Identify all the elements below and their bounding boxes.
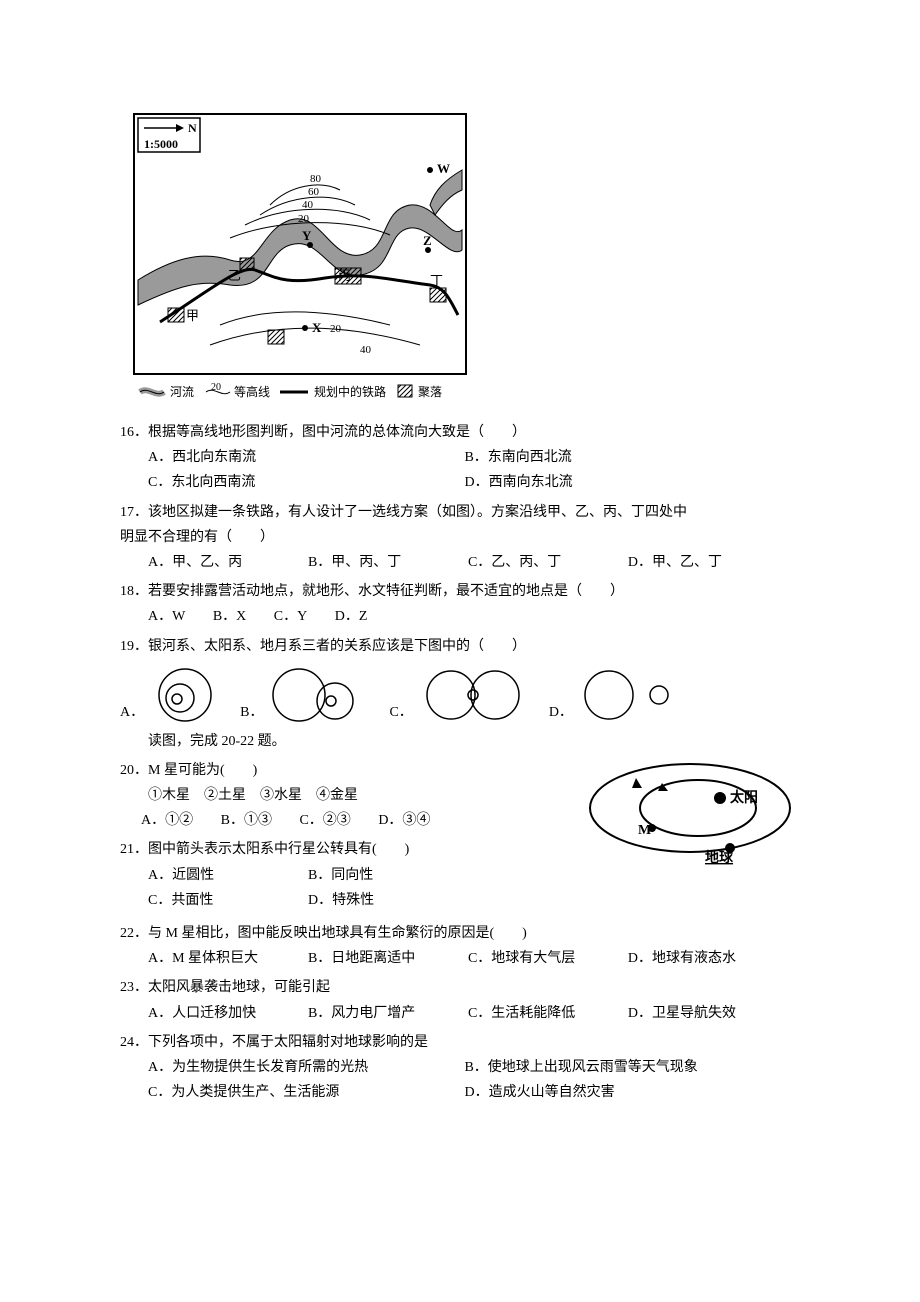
contour-20b: 20 — [330, 323, 342, 335]
map-scale: 1:5000 — [144, 137, 178, 151]
venn-a-svg — [150, 665, 220, 725]
point-x: X — [312, 320, 322, 335]
venn-option-b: B． — [240, 665, 369, 725]
contour-map-svg: N 1:5000 80 60 40 20 20 40 W X — [130, 110, 470, 410]
q16-stem: 16．根据等高线地形图判断，图中河流的总体流向大致是（ ） — [120, 420, 800, 445]
q20-opt-d: D．③④ — [378, 808, 430, 833]
q23-stem: 23．太阳风暴袭击地球，可能引起 — [120, 975, 800, 1000]
settlement-bing: 丙 — [338, 268, 351, 283]
q22-opt-a: A．M 星体积巨大 — [148, 946, 304, 971]
q19-label-c: C． — [389, 700, 412, 725]
q24-stem: 24．下列各项中，不属于太阳辐射对地球影响的是 — [120, 1030, 800, 1055]
q20-opt-a: A．①② — [141, 808, 193, 833]
point-z: Z — [423, 233, 432, 248]
orbit-earth-label: 地球 — [705, 849, 734, 866]
point-w: W — [437, 161, 450, 176]
venn-d-svg — [579, 665, 679, 725]
q19-label-a: A． — [120, 700, 144, 725]
legend-railway: 规划中的铁路 — [314, 384, 386, 399]
settlement-yi: 乙 — [228, 268, 241, 283]
settlement-jia: 甲 — [186, 308, 199, 323]
q23-opt-c: C．生活耗能降低 — [468, 1001, 624, 1026]
q21-opt-a: A．近圆性 — [148, 863, 304, 888]
question-18: 18．若要安排露营活动地点，就地形、水文特征判断，最不适宜的地点是（ ） A．W… — [120, 579, 800, 629]
q16-opt-b: B．东南向西北流 — [464, 445, 777, 470]
q18-opt-c: C．Y — [274, 604, 307, 629]
orbit-figure: 太阳 M 地球 — [580, 758, 800, 877]
q18-opt-b: B．X — [213, 604, 246, 629]
question-23: 23．太阳风暴袭击地球，可能引起 A．人口迁移加快 B．风力电厂增产 C．生活耗… — [120, 975, 800, 1025]
q17-stem2: 明显不合理的有（ ） — [120, 525, 800, 550]
q16-opt-c: C．东北向西南流 — [148, 470, 461, 495]
legend-contour-suffix: 等高线 — [234, 384, 270, 399]
contour-60: 60 — [308, 186, 320, 198]
q21-opt-c: C．共面性 — [148, 888, 304, 913]
q17-opt-b: B．甲、丙、丁 — [308, 550, 464, 575]
q19-label-d: D． — [549, 700, 573, 725]
q22-stem: 22．与 M 星相比，图中能反映出地球具有生命繁衍的原因是( ) — [120, 921, 800, 946]
legend-contour-prefix: 20 — [211, 382, 221, 393]
q20-opt-b: B．①③ — [221, 808, 272, 833]
q20-opt-c: C．②③ — [299, 808, 350, 833]
point-y: Y — [302, 228, 312, 243]
orbit-svg: 太阳 M 地球 — [580, 758, 800, 868]
q24-opt-b: B．使地球上出现风云雨雪等天气现象 — [464, 1055, 777, 1080]
q17-opt-c: C．乙、丙、丁 — [468, 550, 624, 575]
q24-opt-c: C．为人类提供生产、生活能源 — [148, 1080, 461, 1105]
q21-opt-d: D．特殊性 — [308, 888, 464, 913]
q22-opt-b: B．日地距离适中 — [308, 946, 464, 971]
q21-opt-b: B．同向性 — [308, 863, 464, 888]
orbit-sun-label: 太阳 — [730, 789, 758, 806]
question-17: 17．该地区拟建一条铁路，有人设计了一选线方案（如图）。方案沿线甲、乙、丙、丁四… — [120, 500, 800, 576]
q22-opt-c: C．地球有大气层 — [468, 946, 624, 971]
q18-opt-d: D．Z — [335, 604, 368, 629]
q19-label-b: B． — [240, 700, 263, 725]
contour-40: 40 — [302, 199, 314, 211]
legend-settlement: 聚落 — [418, 385, 442, 399]
q23-opt-d: D．卫星导航失效 — [628, 1001, 784, 1026]
legend-river: 河流 — [170, 385, 194, 399]
q18-stem: 18．若要安排露营活动地点，就地形、水文特征判断，最不适宜的地点是（ ） — [120, 579, 800, 604]
venn-option-c: C． — [389, 665, 528, 725]
orbit-m-label: M — [638, 823, 651, 838]
contour-map-figure: N 1:5000 80 60 40 20 20 40 W X — [130, 110, 800, 410]
north-label: N — [188, 121, 197, 135]
venn-option-a: A． — [120, 665, 220, 725]
q24-opt-a: A．为生物提供生长发育所需的光热 — [148, 1055, 461, 1080]
q17-opt-d: D．甲、乙、丁 — [628, 550, 784, 575]
q17-stem1: 17．该地区拟建一条铁路，有人设计了一选线方案（如图）。方案沿线甲、乙、丙、丁四… — [120, 500, 800, 525]
venn-option-d: D． — [549, 665, 679, 725]
settlement-ding: 丁 — [430, 273, 443, 288]
contour-80: 80 — [310, 173, 322, 185]
contour-20: 20 — [298, 213, 310, 225]
question-22: 22．与 M 星相比，图中能反映出地球具有生命繁衍的原因是( ) A．M 星体积… — [120, 921, 800, 971]
venn-b-svg — [269, 665, 369, 725]
q24-opt-d: D．造成火山等自然灾害 — [464, 1080, 777, 1105]
q18-opt-a: A．W — [148, 604, 185, 629]
question-16: 16．根据等高线地形图判断，图中河流的总体流向大致是（ ） A．西北向东南流 B… — [120, 420, 800, 496]
contour-40b: 40 — [360, 344, 372, 356]
q22-opt-d: D．地球有液态水 — [628, 946, 784, 971]
q23-opt-b: B．风力电厂增产 — [308, 1001, 464, 1026]
question-24: 24．下列各项中，不属于太阳辐射对地球影响的是 A．为生物提供生长发育所需的光热… — [120, 1030, 800, 1106]
question-19: 19．银河系、太阳系、地月系三者的关系应该是下图中的（ ） A． B． — [120, 634, 800, 725]
q23-opt-a: A．人口迁移加快 — [148, 1001, 304, 1026]
q16-opt-a: A．西北向东南流 — [148, 445, 461, 470]
q16-opt-d: D．西南向东北流 — [464, 470, 777, 495]
section-2-intro: 读图，完成 20-22 题。 — [120, 729, 800, 754]
venn-c-svg — [419, 665, 529, 725]
q17-opt-a: A．甲、乙、丙 — [148, 550, 304, 575]
q19-stem: 19．银河系、太阳系、地月系三者的关系应该是下图中的（ ） — [120, 634, 800, 659]
